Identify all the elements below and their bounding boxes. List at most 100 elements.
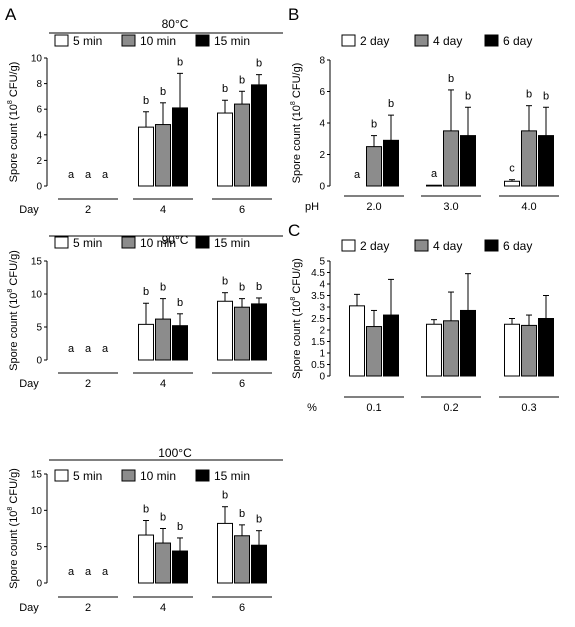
bar xyxy=(155,542,171,584)
y-label-text: Spore count (10 xyxy=(291,301,303,379)
significance-letter: b xyxy=(177,521,183,533)
y-tick-label: 4 xyxy=(319,119,325,130)
y-axis-label: Spore count (108 CFU/g) xyxy=(290,63,303,184)
significance-letter: b xyxy=(256,281,262,293)
significance-letter: b xyxy=(160,86,166,98)
y-label-exponent: 8 xyxy=(290,297,297,301)
y-label-text: Spore count (10 xyxy=(291,105,303,183)
chart-a1: 80°C 5 min 10 min 15 min 0 2 4 6 8 10 Spore count … xyxy=(7,17,283,216)
panel-label-c: C xyxy=(288,221,300,240)
legend-label: 6 day xyxy=(503,34,532,48)
y-tick-label: 3.5 xyxy=(311,291,325,302)
legend-label: 5 min xyxy=(73,469,102,483)
significance-letter: b xyxy=(371,119,377,131)
bar xyxy=(234,306,250,361)
x-tick-label: 2 xyxy=(85,378,91,390)
bar xyxy=(138,126,154,187)
bar xyxy=(538,318,554,377)
y-axis-label: Spore count (108 CFU/g) xyxy=(7,62,20,183)
y-label-exponent: 8 xyxy=(290,101,297,105)
y-tick-label: 8 xyxy=(36,79,42,90)
y-tick-label: 0 xyxy=(36,579,42,590)
bar xyxy=(217,112,233,187)
significance-letter: b xyxy=(465,90,471,102)
bar xyxy=(251,544,267,584)
x-tick-label: 6 xyxy=(239,204,245,216)
x-tick-label: 0.3 xyxy=(521,402,536,414)
significance-letter: a xyxy=(68,566,75,578)
y-tick-label: 2.5 xyxy=(311,314,325,325)
y-label-unit: CFU/g) xyxy=(8,62,20,101)
legend-label: 15 min xyxy=(214,469,250,483)
significance-letter: b xyxy=(160,282,166,294)
x-axis-label: Day xyxy=(19,204,39,216)
bar xyxy=(521,130,537,187)
bar xyxy=(251,84,267,187)
significance-letter: b xyxy=(256,58,262,70)
y-tick-label: 4 xyxy=(319,280,325,291)
bar xyxy=(234,535,250,584)
y-axis-label: Spore count (108 CFU/g) xyxy=(7,250,20,371)
significance-letter: b xyxy=(160,512,166,524)
significance-letter: b xyxy=(543,90,549,102)
bar xyxy=(366,326,382,377)
legend-label: 5 min xyxy=(73,34,102,48)
y-tick-label: 2 xyxy=(319,150,325,161)
bar xyxy=(251,303,267,361)
legend-swatch xyxy=(484,239,499,252)
legend-label: 10 min xyxy=(140,236,176,250)
y-tick-label: 1.5 xyxy=(311,337,325,348)
y-tick-label: 10 xyxy=(31,54,43,65)
y-tick-label: 8 xyxy=(319,56,325,67)
y-tick-label: 5 xyxy=(319,257,325,268)
legend-swatch xyxy=(121,469,136,482)
significance-letter: b xyxy=(143,504,149,516)
bar xyxy=(460,135,476,187)
bar xyxy=(172,107,188,187)
y-tick-label: 5 xyxy=(36,542,42,553)
y-tick-label: 5 xyxy=(36,323,42,334)
x-tick-label: 0.1 xyxy=(366,402,381,414)
significance-letter: a xyxy=(85,566,92,578)
bar xyxy=(155,124,171,187)
bar xyxy=(383,314,399,377)
bar xyxy=(460,309,476,377)
chart-title: 100°C xyxy=(158,446,192,460)
significance-letter: a xyxy=(102,566,109,578)
x-tick-label: 4 xyxy=(160,378,166,390)
y-label-unit: CFU/g) xyxy=(8,250,20,289)
bar xyxy=(138,534,154,584)
significance-letter: a xyxy=(85,169,92,181)
y-tick-label: 1 xyxy=(319,349,325,360)
x-tick-label: 6 xyxy=(239,378,245,390)
significance-letter: a xyxy=(354,169,361,181)
y-tick-label: 2 xyxy=(319,326,325,337)
significance-letter: b xyxy=(256,514,262,526)
legend-swatch xyxy=(54,469,69,482)
legend-label: 6 day xyxy=(503,239,532,253)
significance-letter: a xyxy=(102,343,109,355)
bar xyxy=(234,103,250,187)
legend-swatch xyxy=(121,236,136,249)
y-tick-label: 0 xyxy=(36,356,42,367)
x-tick-label: 4 xyxy=(160,602,166,614)
panel-label-a: A xyxy=(5,5,17,24)
bar xyxy=(443,130,459,187)
significance-letter: b xyxy=(222,490,228,502)
bar xyxy=(217,300,233,361)
bar xyxy=(155,318,171,361)
bar xyxy=(426,323,442,377)
y-tick-label: 4.5 xyxy=(311,268,325,279)
bar xyxy=(383,139,399,187)
significance-letter: b xyxy=(239,282,245,294)
x-tick-label: 2 xyxy=(85,602,91,614)
y-label-exponent: 8 xyxy=(7,100,14,104)
significance-letter: b xyxy=(222,276,228,288)
x-tick-label: 3.0 xyxy=(443,201,458,213)
x-axis-label: pH xyxy=(305,201,319,213)
chart-title: 80°C xyxy=(162,17,189,31)
legend-swatch xyxy=(195,236,210,249)
legend-label: 4 day xyxy=(433,34,462,48)
bar xyxy=(443,320,459,377)
